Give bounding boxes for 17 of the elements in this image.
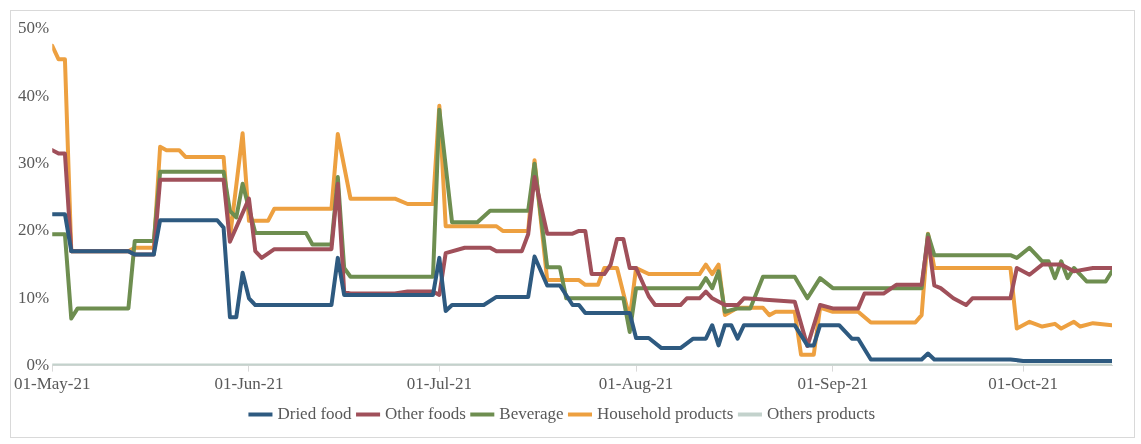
y-tick-label: 50% (18, 18, 50, 38)
y-tick-label: 40% (18, 85, 50, 105)
legend-label: Beverage (499, 403, 564, 423)
y-tick-label: 30% (18, 153, 50, 173)
y-tick-label: 0% (26, 355, 50, 375)
x-tick-label: 01-May-21 (14, 374, 91, 394)
y-tick-label: 10% (18, 287, 50, 307)
x-tick-label: 01-Jul-21 (406, 374, 472, 394)
x-tick-label: 01-Jun-21 (214, 374, 284, 394)
legend-label: Dried food (277, 403, 353, 423)
legend-label: Household products (596, 403, 734, 423)
x-tick-label: 01-Aug-21 (598, 374, 674, 394)
x-tick-label: 01-Sep-21 (797, 374, 869, 394)
legend-label: Other foods (385, 403, 466, 423)
x-tick-label: 01-Oct-21 (988, 374, 1059, 394)
y-tick-label: 20% (18, 220, 50, 240)
legend-label: Others products (766, 403, 876, 423)
